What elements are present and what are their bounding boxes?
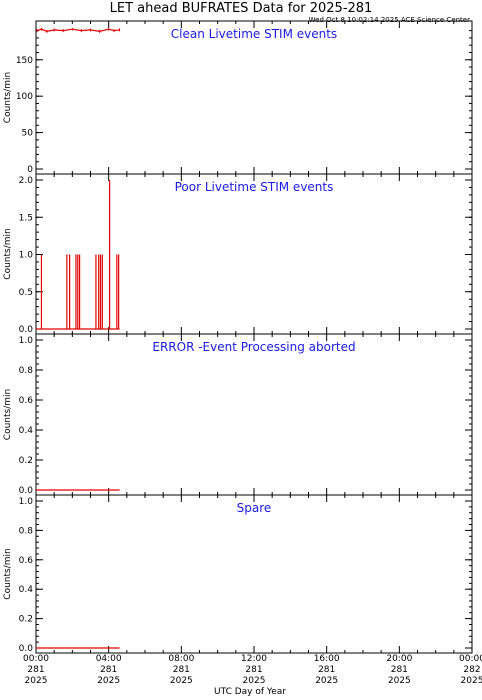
panel-frame xyxy=(35,494,473,654)
y-tick-label: 1.0 xyxy=(19,497,34,507)
panel-title: Spare xyxy=(237,501,272,515)
y-tick-label: 0.2 xyxy=(19,615,33,625)
x-tick-label: 20:00 xyxy=(386,654,412,664)
x-tick-label: 2025 xyxy=(315,676,338,686)
x-tick-label: 2025 xyxy=(170,676,193,686)
x-tick-label: 281 xyxy=(391,665,408,675)
y-tick-label: 0.0 xyxy=(19,325,34,335)
y-tick-label: 0.6 xyxy=(19,556,34,566)
panel-4: 0.0 0.2 0.4 0.6 0.8 1.0 Spare Counts/min xyxy=(3,494,473,654)
x-tick-label: 2025 xyxy=(461,676,482,686)
panel-frame xyxy=(35,20,473,175)
y-tick-label: 0 xyxy=(27,165,33,175)
x-tick-label: 12:00 xyxy=(241,654,267,664)
y-tick-label: 0.0 xyxy=(19,486,34,496)
x-tick-label: 04:00 xyxy=(96,654,122,664)
x-tick-label: 281 xyxy=(100,665,117,675)
panel-3: 0.0 0.2 0.4 0.6 0.8 1.0 ERROR -Event Processin… xyxy=(3,333,473,496)
y-tick-label: 100 xyxy=(16,92,33,102)
y-tick-label: 50 xyxy=(22,129,34,139)
panels-group: 0 50 100 150 Clean Livetime STIM events Count… xyxy=(3,20,473,654)
y-tick-label: 0.4 xyxy=(19,426,34,436)
x-tick-label: 281 xyxy=(173,665,190,675)
x-tick-label: 16:00 xyxy=(314,654,340,664)
panel-2: 0.0 0.5 1.0 1.5 2.0 Poor Livetime STIM events… xyxy=(3,173,473,335)
panel-title: ERROR -Event Processing aborted xyxy=(152,340,355,354)
panel-title: Poor Livetime STIM events xyxy=(175,180,334,194)
y-tick-label: 2.0 xyxy=(19,176,34,186)
x-tick-label: 2025 xyxy=(97,676,120,686)
x-tick-label: 2025 xyxy=(388,676,411,686)
y-tick-label: 1.0 xyxy=(19,251,34,261)
panel-frame xyxy=(35,333,473,496)
x-tick-label: 281 xyxy=(27,665,44,675)
panel-frame xyxy=(35,173,473,335)
series-line xyxy=(36,28,120,32)
panel-title: Clean Livetime STIM events xyxy=(171,27,337,41)
y-tick-label: 0.8 xyxy=(19,366,34,376)
timestamp: Wed Oct 8 10:02:14 2025 ACE Science Cent… xyxy=(309,16,470,24)
y-tick-label: 1.5 xyxy=(19,213,33,223)
chart-title: LET ahead BUFRATES Data for 2025-281 xyxy=(110,1,373,16)
y-tick-label: 0.0 xyxy=(19,644,34,654)
y-axis-label: Counts/min xyxy=(3,548,13,599)
y-tick-label: 150 xyxy=(16,56,33,66)
x-tick-label: 281 xyxy=(318,665,335,675)
x-tick-label: 00:00 xyxy=(459,654,482,664)
x-axis-label: UTC Day of Year xyxy=(214,687,286,697)
x-tick-label: 08:00 xyxy=(168,654,194,664)
y-tick-label: 0.2 xyxy=(19,456,33,466)
y-axis-label: Counts/min xyxy=(3,389,13,440)
y-tick-label: 0.6 xyxy=(19,396,34,406)
y-tick-label: 0.5 xyxy=(19,288,33,298)
x-tick-label: 282 xyxy=(463,665,480,675)
y-axis-label: Counts/min xyxy=(3,228,13,279)
x-tick-label: 2025 xyxy=(25,676,48,686)
y-axis-label: Counts/min xyxy=(3,72,13,123)
y-tick-label: 0.8 xyxy=(19,526,34,536)
y-tick-label: 1.0 xyxy=(19,336,34,346)
x-axis: 00:00281202504:00281202508:00281202512:0… xyxy=(23,654,482,686)
x-tick-label: 281 xyxy=(245,665,262,675)
y-tick-label: 0.4 xyxy=(19,585,34,595)
panel-1: 0 50 100 150 Clean Livetime STIM events Count… xyxy=(3,20,473,175)
x-tick-label: 00:00 xyxy=(23,654,49,664)
x-tick-label: 2025 xyxy=(243,676,266,686)
